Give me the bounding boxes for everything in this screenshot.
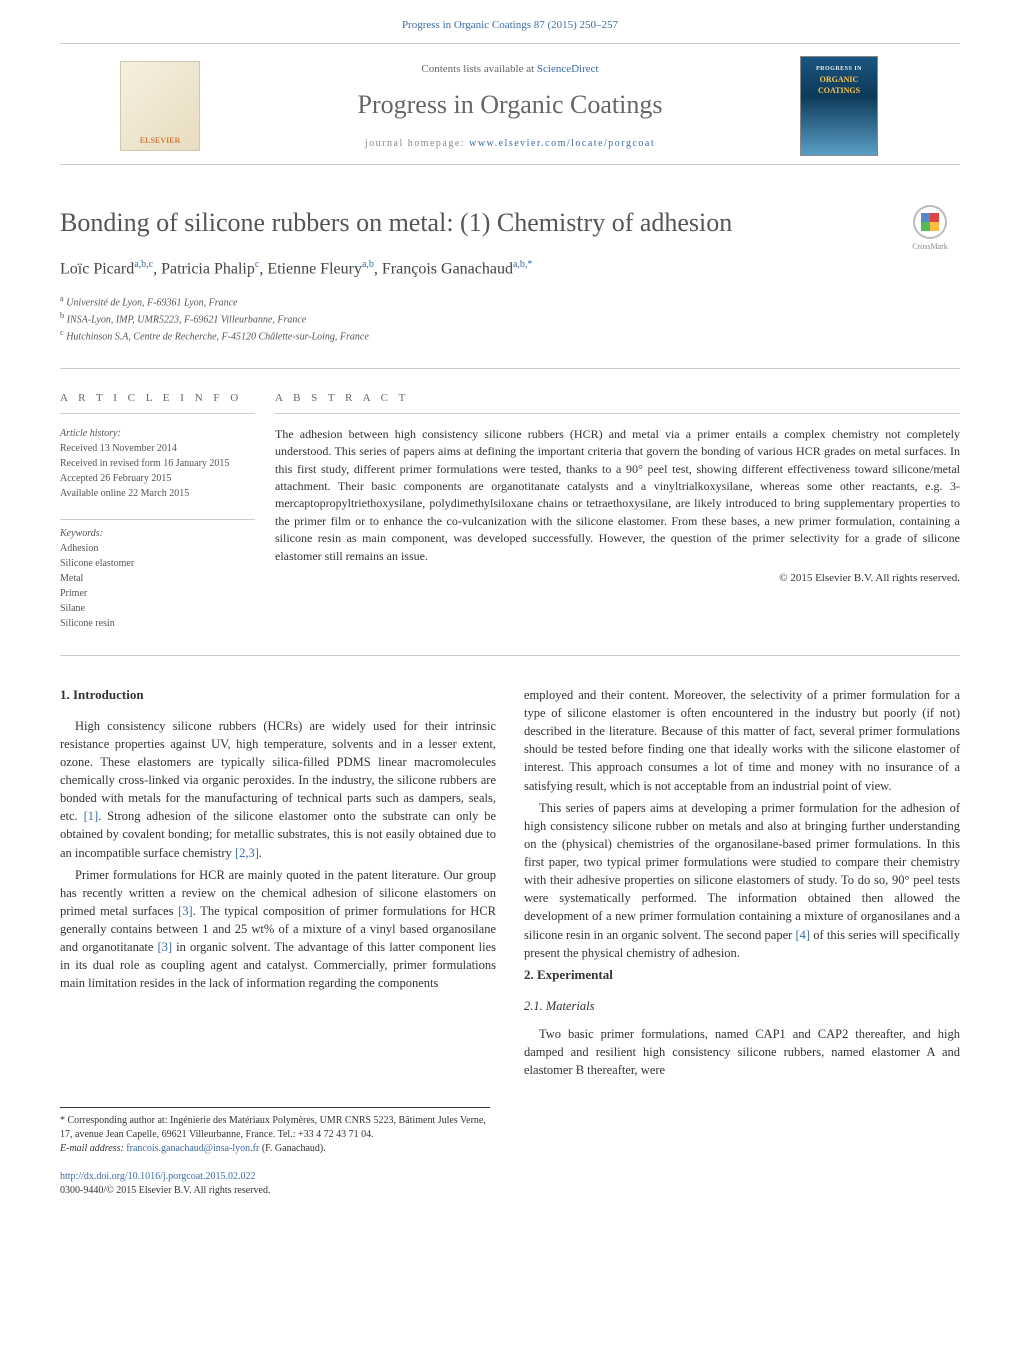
crossmark-circle-icon <box>913 205 947 239</box>
ref-link-3[interactable]: [3] <box>178 904 193 918</box>
affiliation-a: Université de Lyon, F-69361 Lyon, France <box>66 297 237 308</box>
journal-homepage-line: journal homepage: www.elsevier.com/locat… <box>220 137 800 151</box>
intro-p1a: High consistency silicone rubbers (HCRs)… <box>60 719 496 824</box>
author-4-affil: a,b,* <box>513 259 532 270</box>
journal-banner: ELSEVIER Contents lists available at Sci… <box>60 44 960 165</box>
homepage-prefix: journal homepage: <box>365 138 469 149</box>
affiliation-list: a Université de Lyon, F-69361 Lyon, Fran… <box>60 293 960 345</box>
abstract-label: A B S T R A C T <box>275 391 960 413</box>
history-online: Available online 22 March 2015 <box>60 486 255 501</box>
section-1-heading: 1. Introduction <box>60 686 496 705</box>
journal-homepage-link[interactable]: www.elsevier.com/locate/porgcoat <box>469 138 655 149</box>
citation-link[interactable]: Progress in Organic Coatings 87 (2015) 2… <box>402 19 618 31</box>
keywords-heading: Keywords: <box>60 519 255 541</box>
keyword-6: Silicone resin <box>60 616 255 631</box>
cover-line-2: ORGANIC <box>820 74 859 85</box>
crossmark-squares-icon <box>921 213 939 231</box>
abstract-copyright: © 2015 Elsevier B.V. All rights reserved… <box>275 571 960 586</box>
affiliation-b: INSA-Lyon, IMP, UMR5223, F-69621 Villeur… <box>67 314 307 325</box>
elsevier-logo-text: ELSEVIER <box>140 135 180 146</box>
article-title: Bonding of silicone rubbers on metal: (1… <box>60 205 960 241</box>
keyword-3: Metal <box>60 571 255 586</box>
sciencedirect-link[interactable]: ScienceDirect <box>537 63 599 75</box>
keyword-5: Silane <box>60 601 255 616</box>
publisher-logo-wrap: ELSEVIER <box>120 61 220 151</box>
keyword-2: Silicone elastomer <box>60 556 255 571</box>
author-1: Loïc Picard <box>60 260 134 277</box>
section-2-1-heading: 2.1. Materials <box>524 997 960 1015</box>
body-two-column: 1. Introduction High consistency silicon… <box>60 686 960 1083</box>
journal-cover-icon: PROGRESS IN ORGANIC COATINGS <box>800 56 878 156</box>
intro-p1b: . Strong adhesion of the silicone elasto… <box>60 809 496 859</box>
doi-link[interactable]: http://dx.doi.org/10.1016/j.porgcoat.201… <box>60 1171 255 1182</box>
author-3-affil: a,b <box>362 259 374 270</box>
history-accepted: Accepted 26 February 2015 <box>60 471 255 486</box>
email-line: E-mail address: francois.ganachaud@insa-… <box>60 1142 490 1156</box>
crossmark-badge[interactable]: CrossMark <box>900 205 960 255</box>
keyword-4: Primer <box>60 586 255 601</box>
crossmark-label: CrossMark <box>912 241 948 252</box>
intro-p4a: This series of papers aims at developing… <box>524 801 960 942</box>
cover-line-1: PROGRESS IN <box>816 65 862 73</box>
author-2: Patricia Phalip <box>161 260 255 277</box>
author-4: François Ganachaud <box>382 260 513 277</box>
intro-para-1: High consistency silicone rubbers (HCRs)… <box>60 717 496 862</box>
running-head: Progress in Organic Coatings 87 (2015) 2… <box>0 0 1020 43</box>
doi-block: http://dx.doi.org/10.1016/j.porgcoat.201… <box>60 1170 960 1198</box>
intro-p1c: . <box>259 846 262 860</box>
history-revised: Received in revised form 16 January 2015 <box>60 456 255 471</box>
author-1-affil: a,b,c <box>134 259 153 270</box>
ref-link-1[interactable]: [1] <box>84 809 99 823</box>
intro-para-2: Primer formulations for HCR are mainly q… <box>60 866 496 993</box>
elsevier-logo-icon: ELSEVIER <box>120 61 200 151</box>
abstract-column: A B S T R A C T The adhesion between hig… <box>275 369 960 630</box>
article-info-label: A R T I C L E I N F O <box>60 391 255 413</box>
affiliation-c: Hutchinson S.A, Centre de Recherche, F-4… <box>66 331 369 342</box>
corresponding-author-note: * Corresponding author at: Ingénierie de… <box>60 1114 490 1142</box>
cover-line-3: COATINGS <box>818 85 860 96</box>
journal-cover-wrap: PROGRESS IN ORGANIC COATINGS <box>800 56 900 156</box>
intro-para-4: This series of papers aims at developing… <box>524 799 960 962</box>
ref-link-4[interactable]: [4] <box>796 928 811 942</box>
history-received: Received 13 November 2014 <box>60 441 255 456</box>
article-info-column: A R T I C L E I N F O Article history: R… <box>60 369 275 630</box>
section-2-heading: 2. Experimental <box>524 966 960 985</box>
issn-copyright-line: 0300-9440/© 2015 Elsevier B.V. All right… <box>60 1184 960 1198</box>
intro-para-3: employed and their content. Moreover, th… <box>524 686 960 795</box>
abstract-text: The adhesion between high consistency si… <box>275 426 960 565</box>
corresponding-email-link[interactable]: francois.ganachaud@insa-lyon.fr <box>126 1143 259 1154</box>
email-label: E-mail address: <box>60 1143 126 1154</box>
author-list: Loïc Picarda,b,c, Patricia Phalipc, Etie… <box>60 258 960 281</box>
body-column-right: employed and their content. Moreover, th… <box>524 686 960 1083</box>
footnote-block: * Corresponding author at: Ingénierie de… <box>60 1107 490 1156</box>
ref-link-3b[interactable]: [3] <box>157 940 172 954</box>
contents-prefix: Contents lists available at <box>421 63 536 75</box>
ref-link-23[interactable]: [2,3] <box>235 846 259 860</box>
body-column-left: 1. Introduction High consistency silicon… <box>60 686 496 1083</box>
journal-title: Progress in Organic Coatings <box>220 87 800 123</box>
author-3: Etienne Fleury <box>267 260 362 277</box>
email-suffix: (F. Ganachaud). <box>259 1143 325 1154</box>
keyword-1: Adhesion <box>60 541 255 556</box>
author-2-affil: c <box>255 259 259 270</box>
history-heading: Article history: <box>60 426 255 441</box>
materials-para-1: Two basic primer formulations, named CAP… <box>524 1025 960 1079</box>
contents-available-line: Contents lists available at ScienceDirec… <box>220 62 800 77</box>
